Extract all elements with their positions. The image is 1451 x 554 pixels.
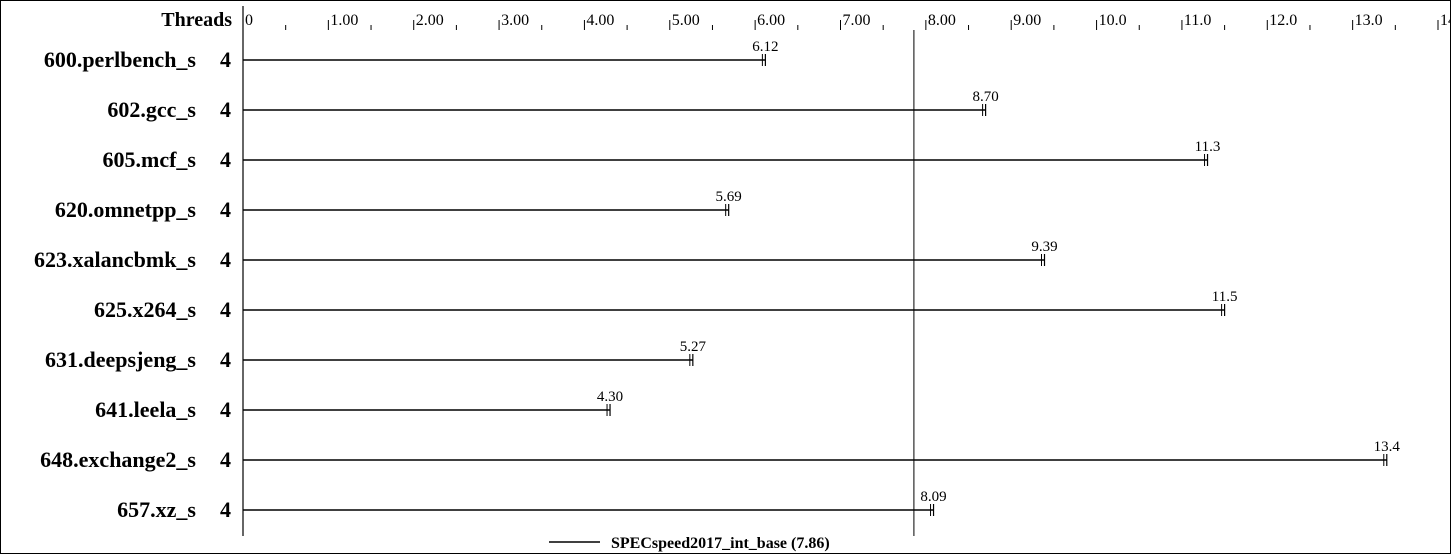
x-tick-label: 3.00 xyxy=(501,12,529,29)
benchmark-name: 602.gcc_s xyxy=(107,97,196,122)
x-axis: 0 1.00 2.00 3.00 4.00 5.00 6.00 7.00 8.00 9.00 10.… xyxy=(242,6,1451,536)
thread-count: 4 xyxy=(220,347,231,372)
x-tick-label: 6.00 xyxy=(757,12,785,29)
value-label: 9.39 xyxy=(1031,239,1057,255)
x-tick-label: 8.00 xyxy=(928,12,956,29)
benchmark-name: 605.mcf_s xyxy=(103,147,197,172)
thread-count: 4 xyxy=(220,97,231,122)
x-tick-label: 7.00 xyxy=(843,12,871,29)
thread-count: 4 xyxy=(220,497,231,522)
benchmark-name: 625.x264_s xyxy=(94,297,197,322)
x-tick-label: 14.0 xyxy=(1440,12,1451,29)
value-label: 6.12 xyxy=(752,39,778,55)
x-tick-label: 0 xyxy=(245,12,253,29)
value-label: 11.5 xyxy=(1212,289,1238,305)
value-label: 4.30 xyxy=(597,389,623,405)
x-tick-label: 11.0 xyxy=(1184,12,1211,29)
value-label: 8.09 xyxy=(920,489,946,505)
benchmark-name: 648.exchange2_s xyxy=(40,447,196,472)
thread-count: 4 xyxy=(220,47,231,72)
thread-count: 4 xyxy=(220,147,231,172)
threads-header: Threads xyxy=(161,9,232,31)
bars: 6.12 8.70 11.3 5.69 9.39 11.5 5.27 4.30 13.4 8.09 xyxy=(243,39,1400,516)
value-label: 5.27 xyxy=(680,339,707,355)
x-tick-label: 9.00 xyxy=(1013,12,1041,29)
x-tick-label: 5.00 xyxy=(672,12,700,29)
x-tick-label: 4.00 xyxy=(586,12,614,29)
benchmark-name: 623.xalancbmk_s xyxy=(34,247,196,272)
legend: SPECspeed2017_int_base (7.86) xyxy=(549,535,830,552)
benchmark-name: 631.deepsjeng_s xyxy=(45,347,196,372)
legend-label: SPECspeed2017_int_base (7.86) xyxy=(611,535,830,552)
x-tick-label: 2.00 xyxy=(416,12,444,29)
thread-count: 4 xyxy=(220,247,231,272)
x-tick-label: 12.0 xyxy=(1269,12,1297,29)
benchmark-name: 641.leela_s xyxy=(95,397,196,422)
benchmark-name: 620.omnetpp_s xyxy=(55,197,197,222)
value-label: 13.4 xyxy=(1374,439,1401,455)
value-label: 5.69 xyxy=(716,189,742,205)
benchmark-labels: 600.perlbench_s 4 602.gcc_s 4 605.mcf_s 4 620.… xyxy=(34,47,231,522)
x-tick-label: 10.0 xyxy=(1099,12,1127,29)
benchmark-name: 600.perlbench_s xyxy=(44,47,197,72)
thread-count: 4 xyxy=(220,397,231,422)
thread-count: 4 xyxy=(220,197,231,222)
value-label: 11.3 xyxy=(1195,139,1221,155)
thread-count: 4 xyxy=(220,447,231,472)
x-tick-label: 1.00 xyxy=(330,12,358,29)
thread-count: 4 xyxy=(220,297,231,322)
benchmark-name: 657.xz_s xyxy=(117,497,196,522)
value-label: 8.70 xyxy=(972,89,998,105)
x-tick-label: 13.0 xyxy=(1355,12,1383,29)
